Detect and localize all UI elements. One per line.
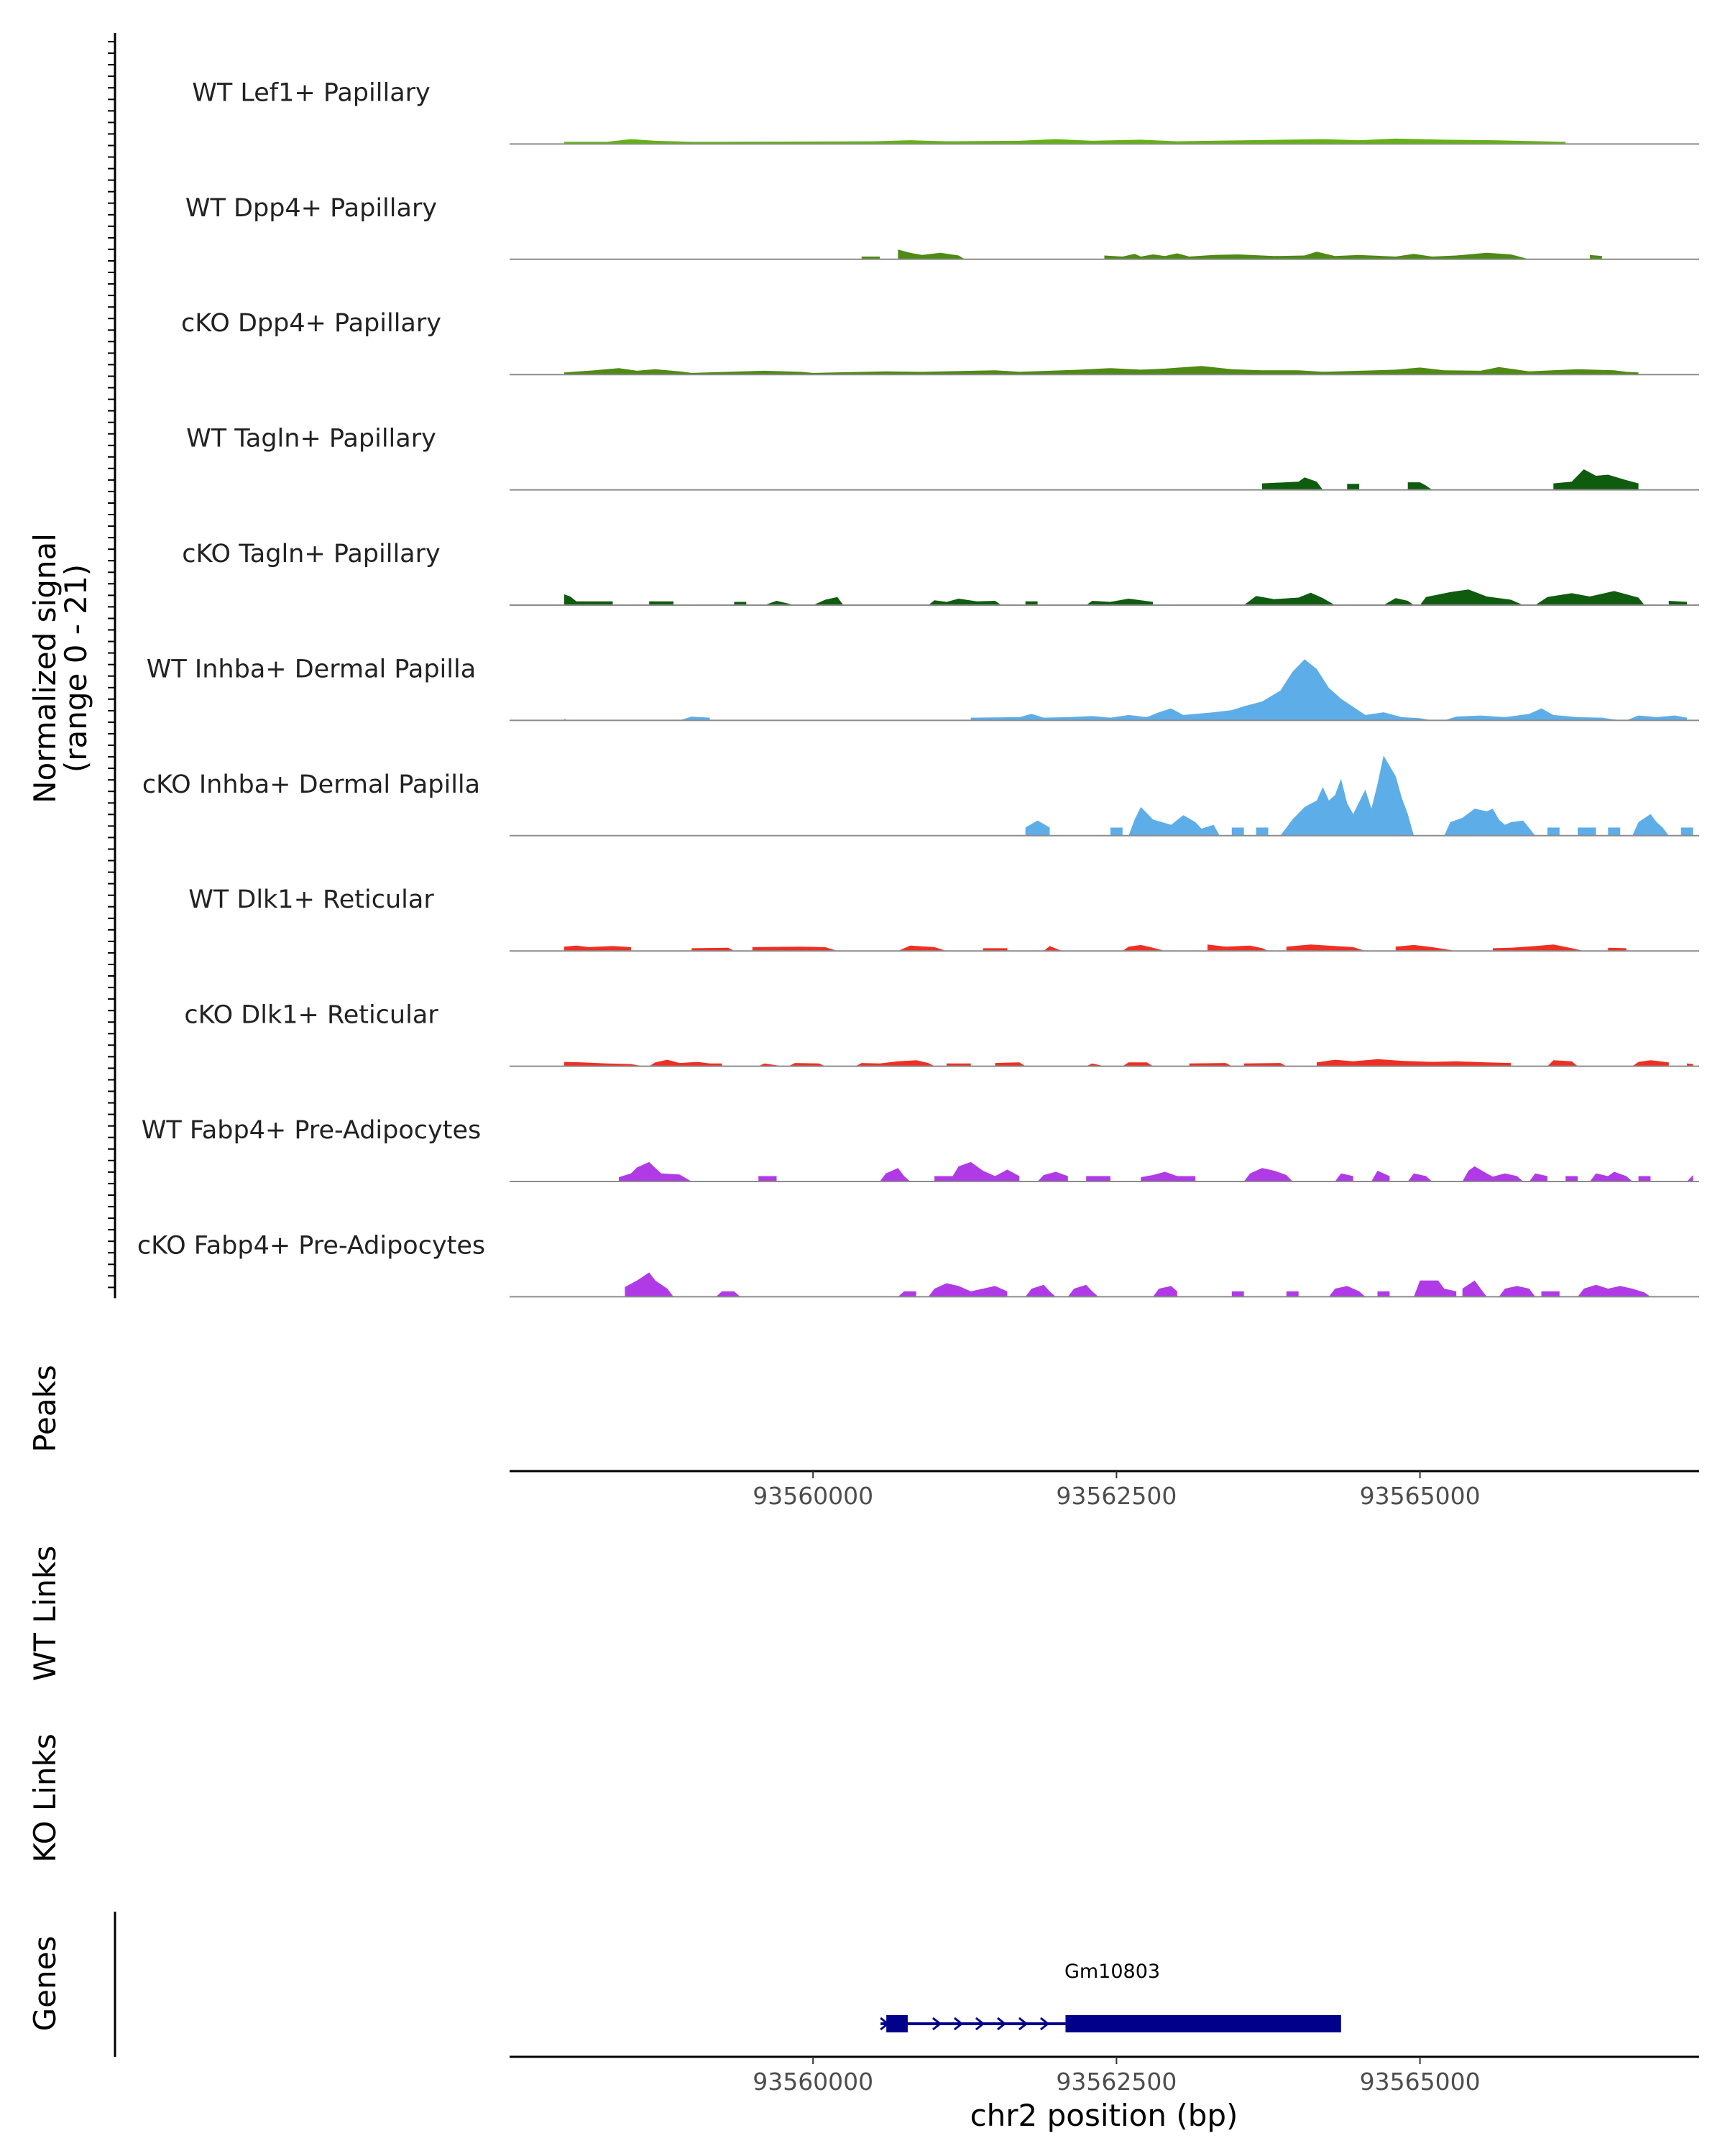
gene-label: Gm10803 [1064, 1961, 1160, 1983]
x-tick-label: 93560000 [753, 1482, 873, 1510]
coverage-area [564, 944, 1627, 952]
track-6: WT Inhba+ Dermal Papilla [147, 655, 1699, 722]
track-2: WT Dpp4+ Papillary [185, 194, 1699, 260]
gene-exon [886, 2015, 908, 2032]
x-tick-label: 93562500 [1056, 2068, 1177, 2096]
strand-arrow-icon [996, 2017, 1007, 2031]
gene-exon [1065, 2015, 1341, 2032]
coverage-area [564, 659, 1688, 721]
coverage-area [619, 1161, 1693, 1181]
strand-arrow-icon [1018, 2017, 1029, 2031]
track-8: WT Dlk1+ Reticular [188, 885, 1699, 952]
coverage-tracks: WT Lef1+ Papillary WT Dpp4+ Papillary cKO … [137, 78, 1699, 1298]
coverage-area [564, 138, 1566, 144]
track-label: cKO Dlk1+ Reticular [184, 1001, 438, 1030]
strand-arrow-icon [975, 2017, 985, 2031]
ko-links-label: KO Links [27, 1733, 63, 1863]
track-label: cKO Tagln+ Papillary [182, 540, 441, 568]
track-10: WT Fabp4+ Pre-Adipocytes [142, 1116, 1699, 1182]
gene-model [880, 2015, 1341, 2032]
strand-arrow-icon [1039, 2017, 1050, 2031]
strand-arrow-icon [932, 2017, 942, 2031]
x-axis-title: chr2 position (bp) [970, 2098, 1238, 2133]
peaks-label: Peaks [27, 1365, 63, 1452]
x-tick-label: 93565000 [1360, 2068, 1481, 2096]
track-label: WT Dlk1+ Reticular [188, 885, 434, 914]
peaks-x-axis-ticks: 93560000 93562500 93565000 [753, 1471, 1481, 1510]
x-tick-label: 93560000 [753, 2068, 873, 2096]
track-4: WT Tagln+ Papillary [186, 425, 1699, 491]
coverage-area [564, 1059, 1693, 1067]
track-1: WT Lef1+ Papillary [192, 78, 1699, 145]
coverage-area [1025, 755, 1693, 836]
track-11: cKO Fabp4+ Pre-Adipocytes [137, 1231, 1699, 1298]
strand-arrow-icon [880, 2017, 890, 2031]
track-3: cKO Dpp4+ Papillary [181, 309, 1699, 376]
coverage-area [861, 249, 1602, 259]
x-tick-label: 93565000 [1360, 1482, 1481, 1510]
y-axis-label-line2: (range 0 - 21) [58, 564, 93, 773]
track-label: WT Lef1+ Papillary [192, 78, 431, 107]
y-axis-label-line1: Normalized signal [27, 533, 63, 803]
track-label: WT Tagln+ Papillary [186, 425, 436, 453]
x-tick-label: 93562500 [1056, 1482, 1177, 1510]
track-5: cKO Tagln+ Papillary [182, 540, 1699, 606]
track-label: cKO Dpp4+ Papillary [181, 309, 441, 338]
track-label: WT Inhba+ Dermal Papilla [147, 655, 476, 683]
coverage-y-axis [108, 33, 116, 1299]
coverage-area [564, 589, 1688, 605]
track-label: cKO Fabp4+ Pre-Adipocytes [137, 1231, 485, 1260]
genes-x-axis-ticks: 93560000 93562500 93565000 [753, 2057, 1481, 2096]
track-label: WT Dpp4+ Papillary [185, 194, 437, 223]
track-label: cKO Inhba+ Dermal Papilla [142, 770, 480, 799]
wt-links-label: WT Links [27, 1546, 63, 1681]
strand-arrow-icon [953, 2017, 964, 2031]
coverage-area [1262, 469, 1639, 490]
genes-label: Genes [27, 1936, 63, 2032]
track-7: cKO Inhba+ Dermal Papilla [142, 755, 1699, 837]
track-label: WT Fabp4+ Pre-Adipocytes [142, 1116, 481, 1145]
track-9: cKO Dlk1+ Reticular [184, 1001, 1699, 1067]
coverage-area [625, 1272, 1651, 1297]
coverage-area [564, 366, 1639, 375]
